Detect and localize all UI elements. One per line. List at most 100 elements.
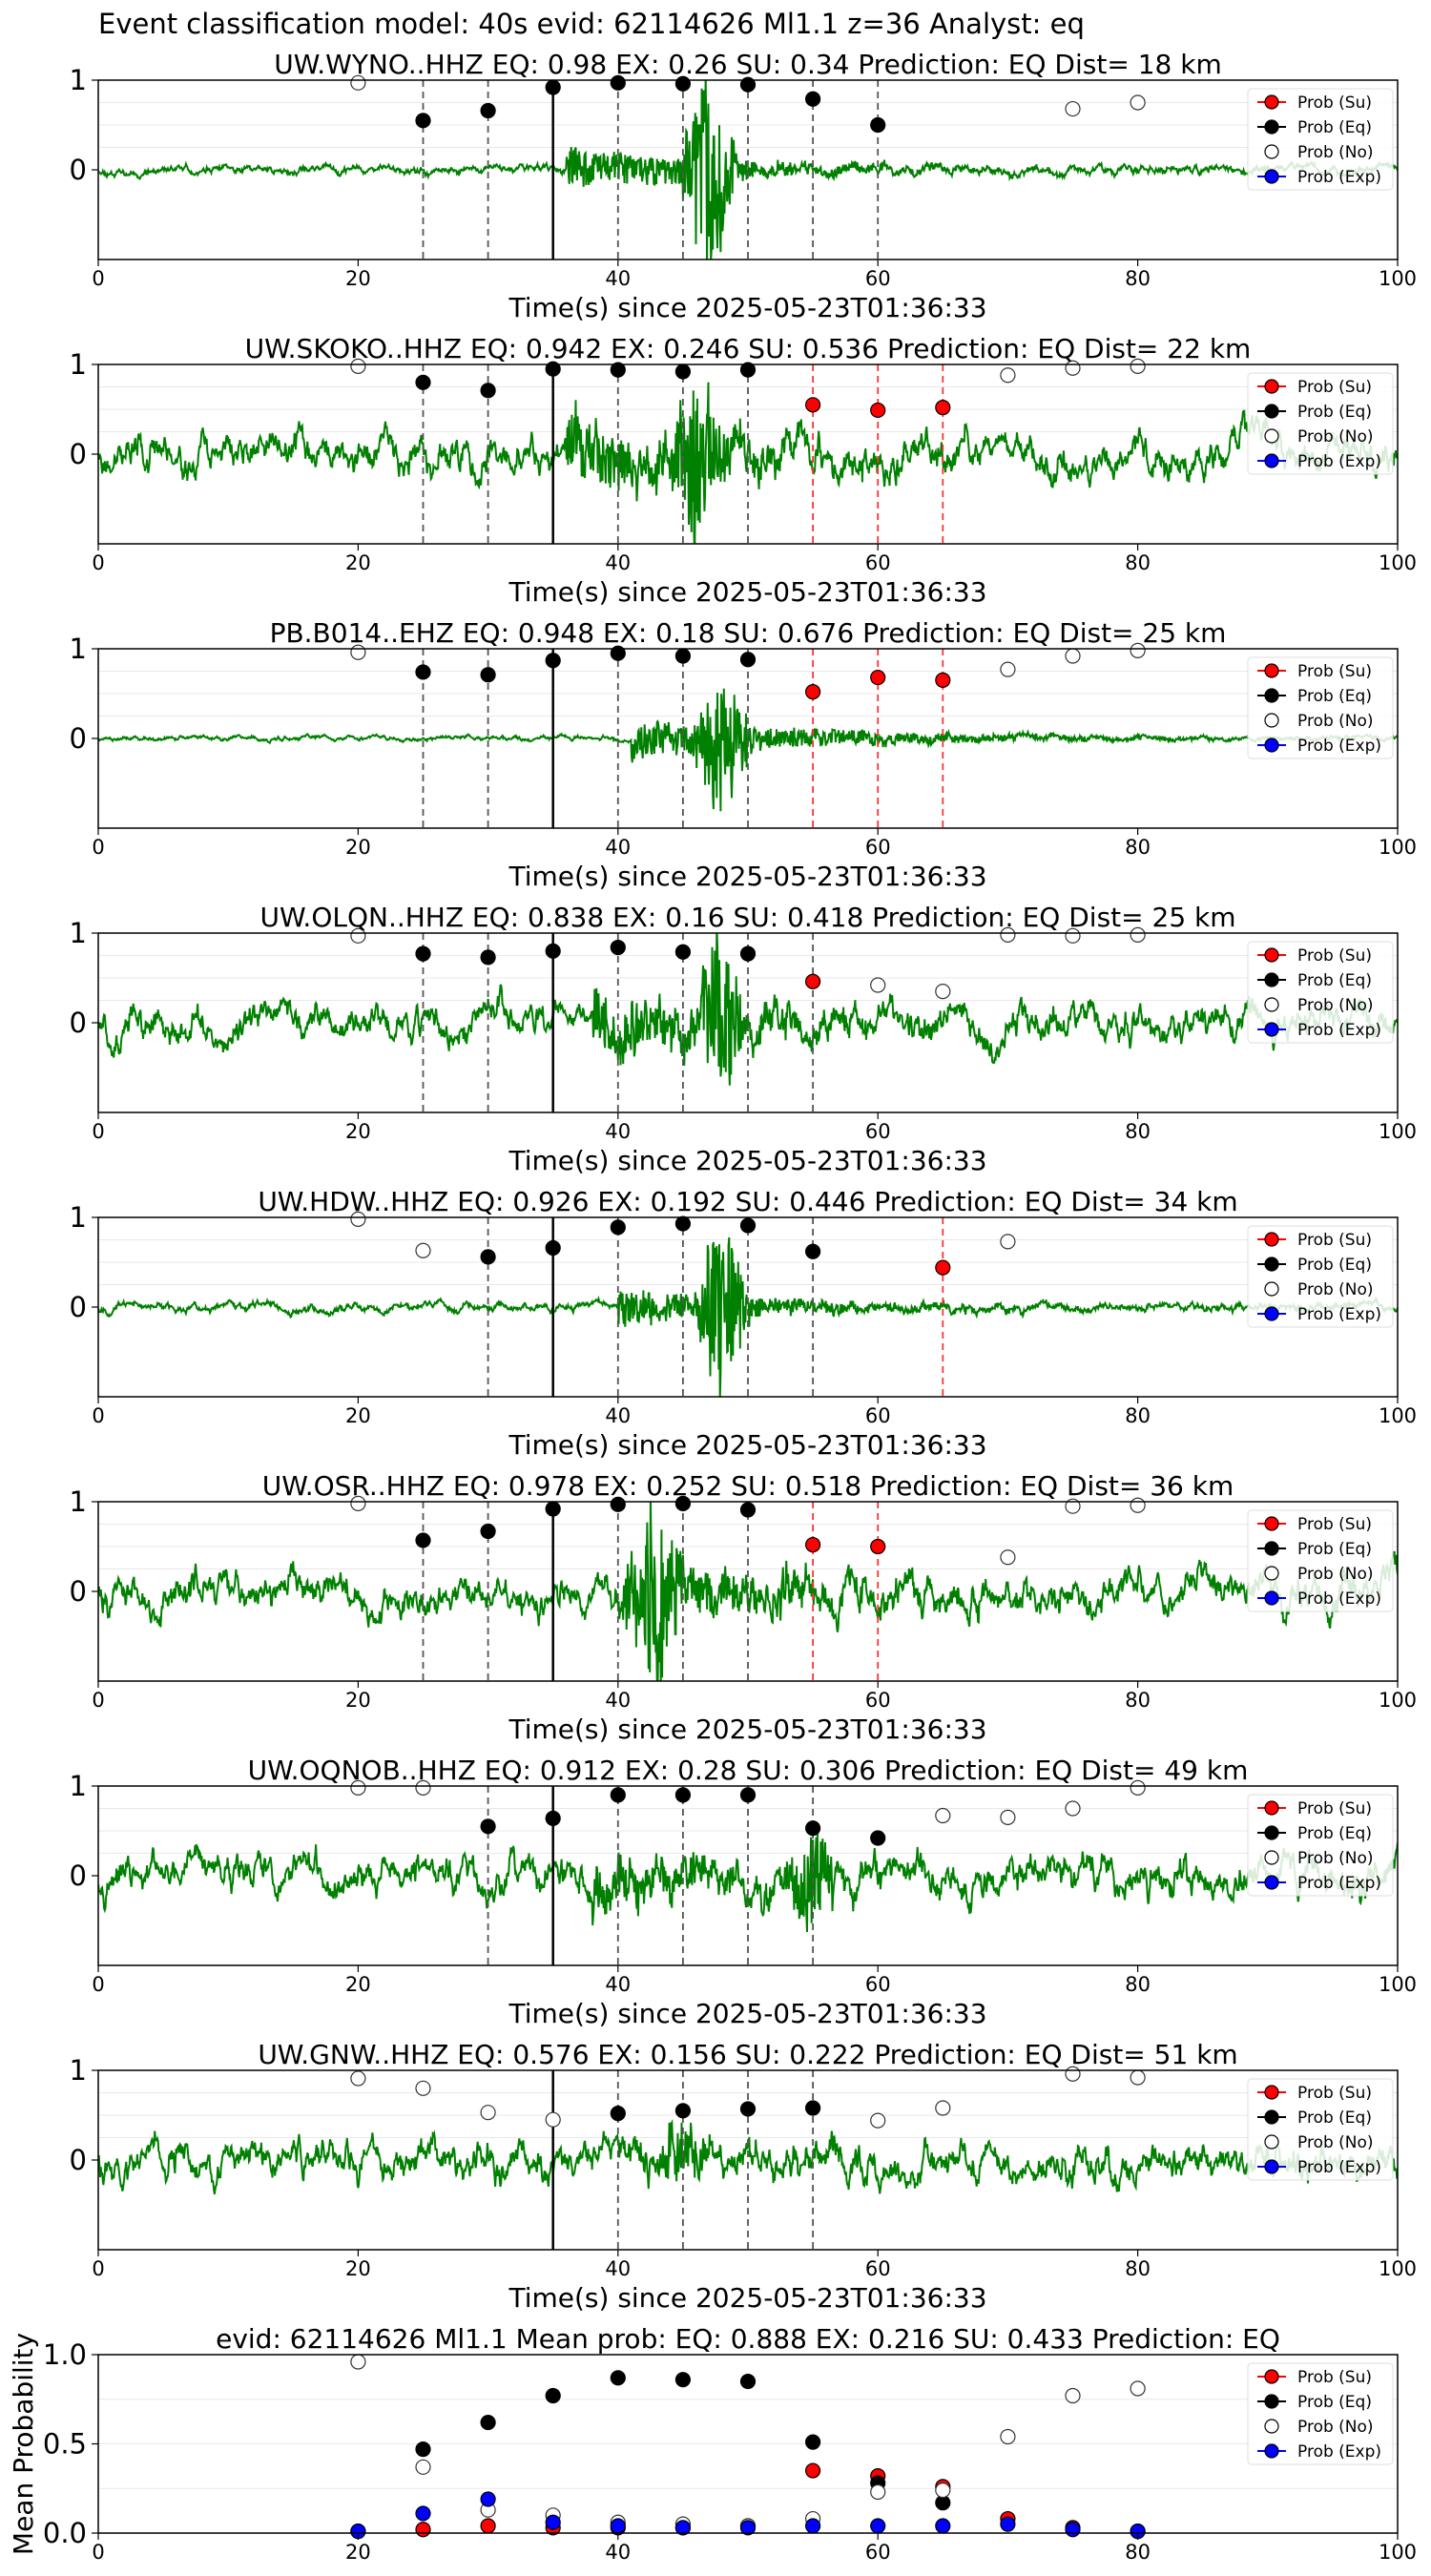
point-prob-exp [1065,2522,1081,2538]
legend-marker-no [1264,144,1279,159]
waveform-trace [98,1236,1398,1397]
x-tick-label: 100 [1379,836,1417,859]
point-prob-eq [674,1787,692,1803]
point-prob-eq [480,383,496,399]
point-prob-eq [739,362,757,378]
x-tick-label: 100 [1379,1120,1417,1143]
x-axis-label: Time(s) since 2025-05-23T01:36:33 [508,1714,986,1745]
panel-9: 0 20 40 60 80 100 0.0 0.5 1.0 evid: 62114626 Ml1.… [8,2323,1417,2564]
x-tick-label: 60 [865,1404,891,1427]
legend-label-exp: Prob (Exp) [1297,737,1381,756]
legend-label-eq: Prob (Eq) [1297,403,1372,422]
legend-marker-su [1264,1800,1279,1816]
point-prob-exp [415,2505,431,2522]
x-tick-label: 20 [345,551,371,574]
x-tick-label: 100 [1379,1973,1417,1996]
point-prob-eq [480,1523,496,1540]
point-prob-eq [545,1501,561,1517]
legend-label-eq: Prob (Eq) [1297,971,1372,990]
point-prob-eq [674,364,692,380]
x-tick-label: 40 [605,2257,631,2280]
point-prob-eq [545,79,561,95]
x-tick-label: 20 [345,1689,371,1712]
point-prob-eq [739,76,757,93]
point-prob-eq [480,1818,496,1835]
legend-marker-eq [1264,2394,1279,2409]
y-tick-label: 0 [70,2144,87,2176]
point-prob-no [1065,927,1081,944]
legend-label-no: Prob (No) [1297,1280,1374,1299]
point-prob-eq [870,1830,886,1846]
legend-box [1247,2078,1394,2181]
point-prob-eq [545,1810,561,1826]
x-tick-label: 40 [605,1404,631,1427]
point-prob-no [1065,648,1081,664]
legend-label-su: Prob (Su) [1297,2368,1372,2387]
point-prob-no [545,2111,561,2128]
point-prob-no [1065,1498,1081,1514]
x-tick-label: 0 [92,1120,104,1143]
point-prob-su [935,1259,951,1276]
point-prob-su [935,400,951,416]
legend-label-su: Prob (Su) [1297,378,1372,397]
y-tick-label: 1 [70,1201,87,1234]
legend-marker-eq [1264,2109,1279,2125]
legend-label-no: Prob (No) [1297,2133,1374,2152]
legend-label-exp: Prob (Exp) [1297,452,1381,471]
legend-marker-exp [1264,1590,1279,1606]
y-tick-label: 0 [70,438,87,470]
legend-marker-eq [1264,1825,1279,1840]
legend-marker-exp [1264,1306,1279,1321]
point-prob-eq [480,949,496,966]
point-prob-eq [739,2101,757,2117]
point-prob-no [1000,1234,1016,1250]
point-prob-eq [545,1239,561,1257]
point-prob-exp [674,2520,692,2536]
legend: Prob (Su) Prob (Eq) Prob (No) Prob (Exp) [1247,372,1394,475]
y-tick-label: 0 [70,1291,87,1323]
y-tick-label: 0 [70,722,87,755]
point-prob-su [870,1538,886,1555]
point-prob-no [350,2354,366,2370]
point-prob-su [804,684,821,700]
point-prob-no [1000,2428,1016,2445]
x-axis-label: Time(s) since 2025-05-23T01:36:33 [508,576,986,608]
point-prob-no [350,1211,366,1227]
x-tick-label: 80 [1125,1689,1151,1712]
point-prob-su [935,672,951,689]
legend-label-su: Prob (Su) [1297,1515,1372,1534]
x-tick-label: 0 [92,1404,104,1427]
point-prob-no [1000,1809,1016,1826]
y-tick-label: 1 [70,1485,87,1518]
x-tick-label: 0 [92,1689,104,1712]
point-prob-no [1000,926,1016,943]
x-tick-label: 80 [1125,1973,1151,1996]
point-prob-no [870,977,886,993]
legend-marker-su [1264,947,1279,963]
point-prob-no [1130,926,1146,943]
legend-marker-su [1264,1516,1279,1531]
legend: Prob (Su) Prob (Eq) Prob (No) Prob (Exp) [1247,2362,1394,2465]
point-prob-eq [739,1787,757,1803]
panel-4: 0 20 40 60 80 100 0 1 UW.OLQN..HHZ EQ: 0.838 EX:… [70,902,1418,1176]
point-prob-eq [804,1243,821,1259]
x-tick-label: 0 [92,2541,104,2564]
legend-label-exp: Prob (Exp) [1297,2158,1381,2177]
point-prob-no [1130,2380,1146,2397]
x-axis-label: Time(s) since 2025-05-23T01:36:33 [508,1998,986,2029]
point-prob-no [350,358,366,374]
y-tick-label: 0.5 [43,2428,87,2461]
point-prob-no [1130,94,1146,111]
x-tick-label: 20 [345,1973,371,1996]
panel-title: evid: 62114626 Ml1.1 Mean prob: EQ: 0.88… [216,2323,1280,2355]
point-prob-eq [610,1787,626,1803]
point-prob-eq [610,1496,626,1512]
point-prob-su [415,2522,431,2538]
y-axis-label: Mean Probability [8,2333,39,2555]
point-prob-eq [674,648,692,664]
panel-title: UW.WYNO..HHZ EQ: 0.98 EX: 0.26 SU: 0.34 … [274,49,1221,80]
point-prob-no [1130,2069,1146,2086]
y-tick-label: 1 [70,1770,87,1802]
point-prob-no [350,2070,366,2087]
point-prob-eq [674,1215,692,1232]
